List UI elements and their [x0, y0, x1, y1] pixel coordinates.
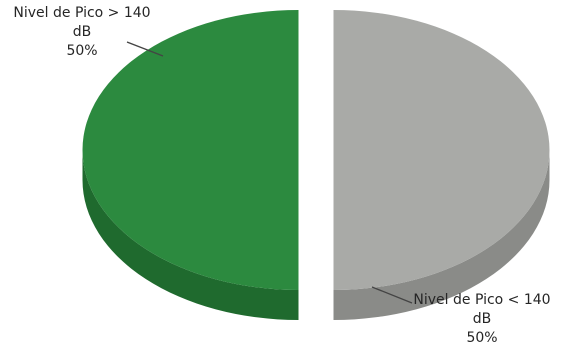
slice-side-above-140	[82, 150, 299, 320]
slice-label-above-140: Nivel de Pico > 140 dB 50%	[2, 4, 162, 61]
slice-label-above-140-unit: dB	[72, 24, 92, 40]
leader-line-below-140	[371, 286, 413, 304]
slice-label-below-140-percent: 50%	[466, 330, 498, 346]
slice-side-below-140	[333, 150, 550, 320]
slice-label-above-140-name: Nivel de Pico > 140	[13, 5, 151, 21]
slice-label-below-140-name: Nivel de Pico < 140	[413, 292, 551, 308]
slice-label-below-140: Nivel de Pico < 140 dB 50%	[402, 291, 562, 348]
slice-label-below-140-unit: dB	[472, 311, 492, 327]
leader-line-above-140	[126, 41, 164, 57]
slice-label-above-140-percent: 50%	[66, 43, 98, 59]
slice-top-above-140	[82, 10, 299, 290]
slice-top-below-140	[333, 10, 550, 290]
